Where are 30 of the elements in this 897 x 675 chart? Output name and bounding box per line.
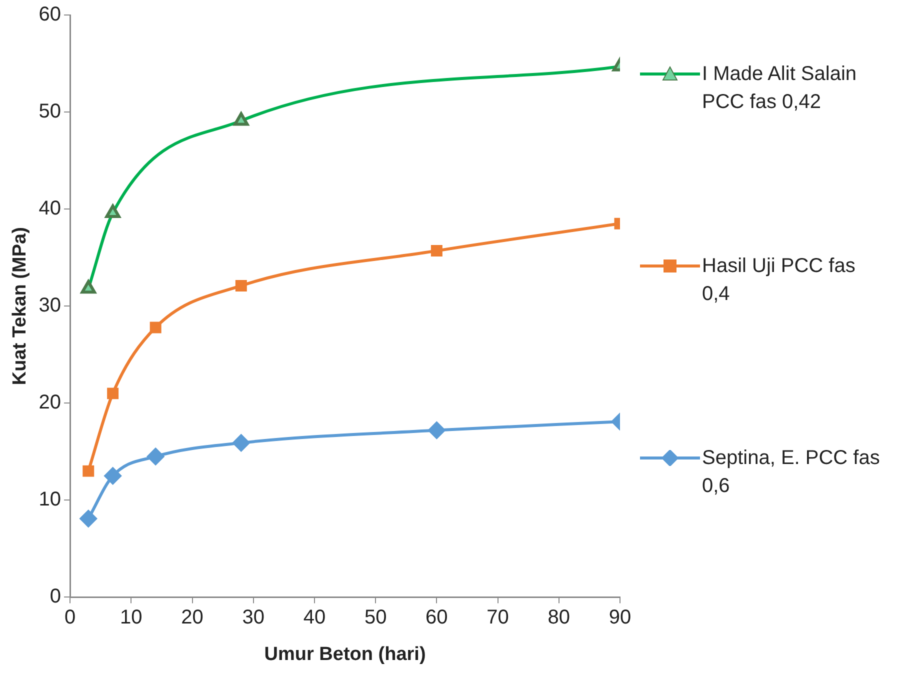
point bbox=[232, 434, 250, 452]
y-tick-label: 40 bbox=[38, 198, 62, 220]
point bbox=[80, 510, 97, 528]
point bbox=[107, 388, 119, 400]
x-tick-label: 40 bbox=[303, 606, 326, 629]
y-tick-label: 30 bbox=[38, 294, 62, 317]
legend-label: I Made Alit Salain PCC fas 0,42 bbox=[702, 62, 858, 115]
y-tick-label: 60 bbox=[38, 4, 62, 26]
point bbox=[147, 448, 164, 465]
y-axis-title: Kuat Tekan (MPa) bbox=[10, 227, 31, 386]
legend-label: Septina, E. PCC fas 0,6 bbox=[702, 446, 881, 499]
x-tick-label: 30 bbox=[242, 606, 264, 629]
x-tick-label: 80 bbox=[548, 606, 570, 629]
x-tick-label: 0 bbox=[64, 606, 76, 629]
point bbox=[235, 280, 247, 292]
point bbox=[104, 467, 122, 484]
x-tick-label: 20 bbox=[181, 606, 204, 629]
legend-label: Hasil Uji PCC fas 0,4 bbox=[702, 254, 856, 307]
y-tick-label: 10 bbox=[38, 488, 62, 511]
x-axis-title: Umur Beton (hari) bbox=[264, 644, 426, 665]
x-tick-label: 90 bbox=[608, 606, 632, 629]
x-tick-label: 60 bbox=[426, 606, 448, 629]
x-tick-label: 50 bbox=[364, 606, 387, 629]
point bbox=[82, 465, 94, 477]
x-tick-label: 70 bbox=[486, 606, 509, 629]
y-tick-label: 50 bbox=[38, 100, 62, 123]
point bbox=[150, 322, 162, 334]
x-tick-label: 10 bbox=[120, 606, 142, 629]
y-tick-label: 20 bbox=[38, 392, 62, 414]
y-tick-label: 0 bbox=[50, 586, 62, 608]
